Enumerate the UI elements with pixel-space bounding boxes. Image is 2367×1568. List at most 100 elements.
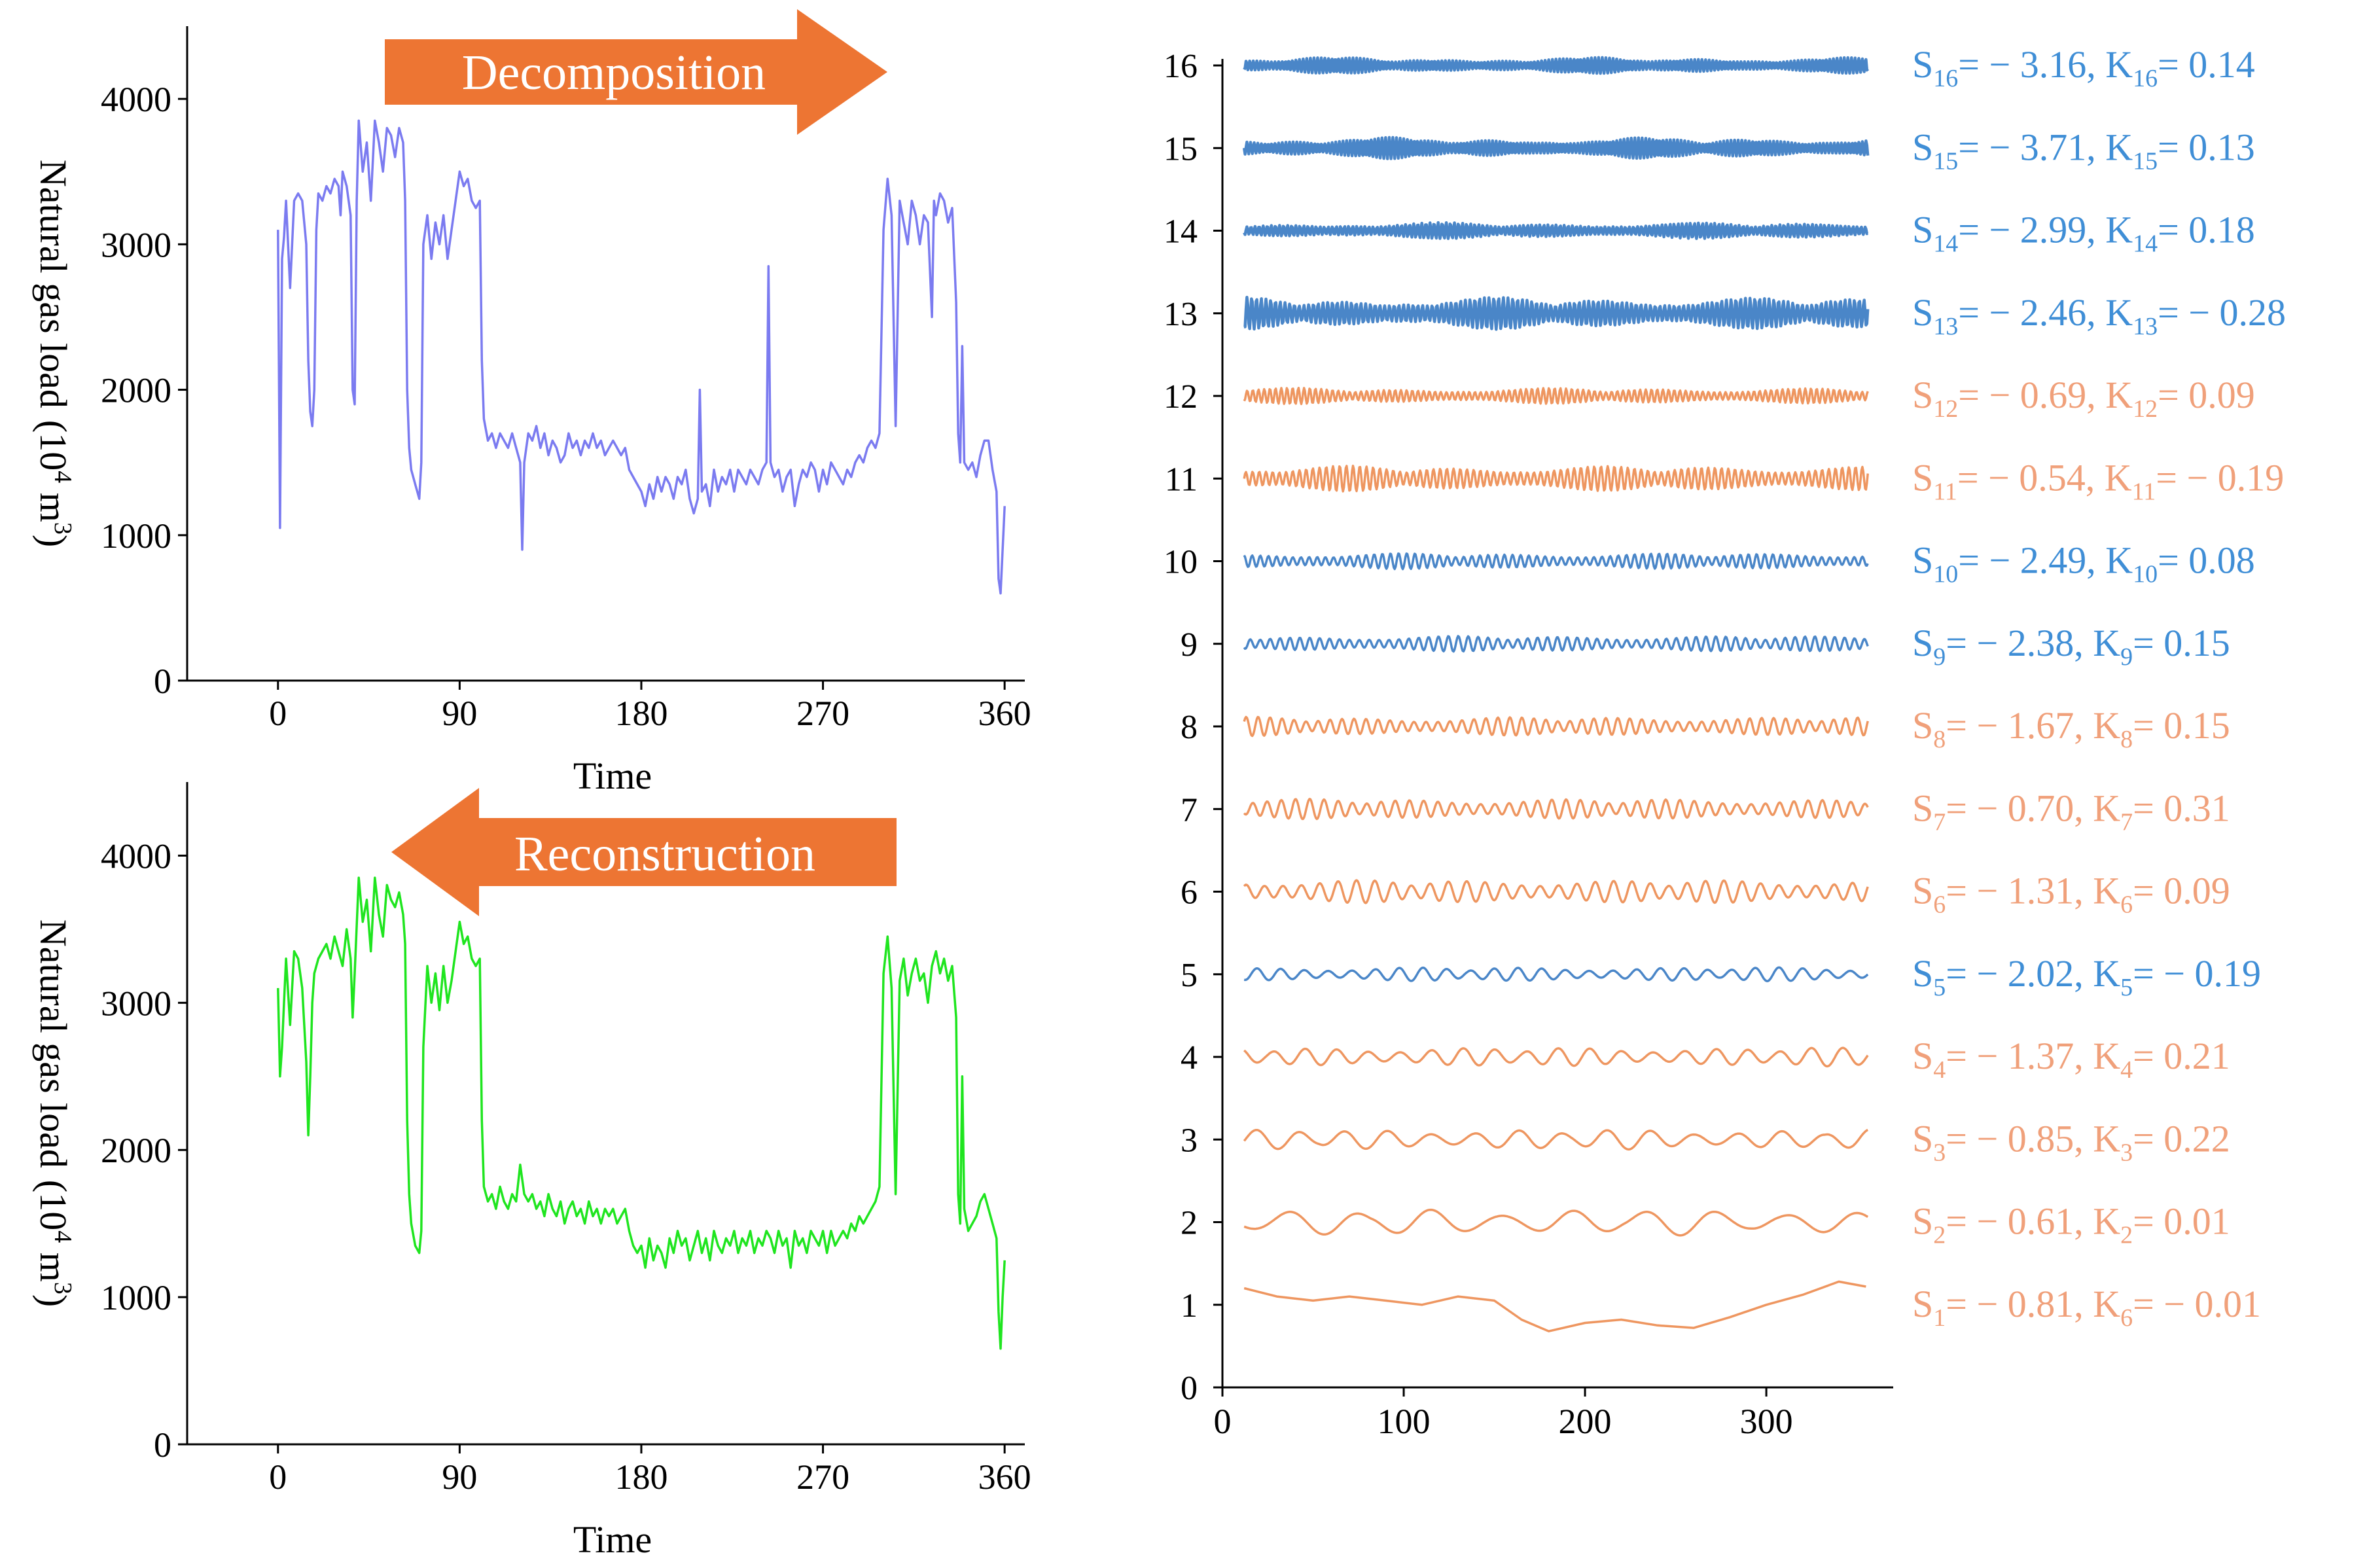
y-tick-label: 0: [154, 1425, 171, 1465]
imf-stat-part: , K: [2086, 539, 2133, 582]
imf-component-13-stats: S13= − 2.46, K13= − 0.28: [1912, 291, 2286, 340]
y-axis-label-ylabel-sup2: 3: [49, 1282, 77, 1294]
imf-stat-part: 1.67: [2008, 704, 2074, 747]
imf-stat-part: 9: [2120, 643, 2133, 671]
imf-stat-part: =: [2133, 1117, 2163, 1160]
y-tick-label: 1000: [101, 516, 171, 556]
imf-stat-part: 2.02: [2008, 952, 2074, 995]
imf-stat-part: 9: [1933, 643, 1946, 671]
imf-stat-part: = −: [1946, 704, 2007, 747]
y-tick-label: 1000: [101, 1278, 171, 1317]
x-tick-label: 360: [978, 1457, 1031, 1497]
imf-component-3-line: [1243, 1128, 1868, 1151]
imf-stat-part: =: [2158, 209, 2188, 251]
imf-stat-part: = −: [1946, 1200, 2007, 1243]
imf-stat-part: 14: [1933, 230, 1958, 258]
y-tick-label: 3000: [101, 984, 171, 1023]
imf-component-9-line: [1243, 635, 1869, 653]
imf-component-16-line: [1243, 56, 1870, 75]
imf-stat-part: 0.19: [2195, 952, 2262, 995]
imf-stat-part: = −: [2133, 1283, 2194, 1325]
reconstructed-load-chart: 0 1000 2000 3000 4000 0 90 180 270 360 Time Natural…: [32, 782, 1031, 1561]
imf-stat-part: 8: [1933, 726, 1946, 753]
imf-stat-part: S: [1912, 1200, 1933, 1243]
imf-stat-part: 0.21: [2163, 1035, 2230, 1077]
imf-x-tick-label: 0: [1214, 1402, 1232, 1441]
imf-stat-part: = −: [1946, 870, 2007, 912]
imf-stat-part: 0.18: [2188, 209, 2255, 251]
y-tick-label: 4000: [101, 80, 171, 119]
imf-stat-part: 1.31: [2008, 870, 2074, 912]
imf-stat-part: 16: [1933, 65, 1958, 92]
imf-stat-part: , K: [2086, 291, 2133, 334]
imf-stat-part: , K: [2074, 1200, 2120, 1243]
imf-stat-part: 2.49: [2020, 539, 2087, 582]
imf-stat-part: 10: [2133, 561, 2158, 588]
y-axis-label-ylabel-unit2: m: [32, 1243, 75, 1282]
imf-stat-part: 2: [2120, 1222, 2133, 1249]
decomposition-arrow-label: Decomposition: [462, 45, 766, 100]
imf-component-2-line: [1243, 1208, 1869, 1237]
x-tick-label: 90: [442, 694, 477, 733]
imf-stat-part: 4: [2120, 1056, 2133, 1084]
x-tick-label: 270: [796, 694, 849, 733]
x-tick-label: 0: [269, 694, 287, 733]
y-axis-label-ylabel-unit2: m: [32, 483, 75, 522]
y-axis-label-ylabel-unit: (10: [32, 420, 75, 471]
imf-x-tick-label: 200: [1559, 1402, 1612, 1441]
imf-stat-part: =: [2133, 622, 2163, 664]
imf-y-tick-label: 9: [1181, 626, 1198, 664]
imf-stat-part: , K: [2086, 374, 2133, 416]
imf-stat-part: S: [1912, 952, 1933, 995]
imf-stat-part: , K: [2074, 622, 2120, 664]
imf-stat-part: 0.70: [2008, 787, 2074, 829]
imf-stat-part: 0.19: [2218, 456, 2285, 499]
imf-stat-part: , K: [2086, 126, 2133, 168]
y-axis-label-ylabel-sup1: 4: [49, 1230, 77, 1243]
imf-stat-part: 7: [2120, 808, 2133, 836]
imf-y-tick-label: 6: [1181, 874, 1198, 912]
x-axis-label: Time: [573, 1518, 652, 1561]
imf-y-tick-label: 16: [1164, 48, 1198, 85]
imf-stat-part: S: [1912, 1283, 1933, 1325]
y-axis-label-ylabel-sup2: 3: [49, 522, 77, 535]
x-tick-label: 180: [614, 694, 667, 733]
imf-component-5-stats: S5= − 2.02, K5= − 0.19: [1912, 952, 2261, 1001]
imf-stat-part: S: [1912, 456, 1933, 499]
y-axis-label: Natural gas load (104 m3): [32, 160, 77, 547]
imf-stat-part: 10: [1933, 561, 1958, 588]
imf-stat-part: = −: [1957, 456, 2019, 499]
imf-y-tick-label: 7: [1181, 791, 1198, 829]
imf-y-tick-label: 8: [1181, 709, 1198, 746]
imf-stat-part: 1: [1933, 1304, 1946, 1332]
imf-stat-part: = −: [1946, 622, 2007, 664]
imf-stat-part: , K: [2074, 787, 2120, 829]
imf-stat-part: 14: [2133, 230, 2158, 258]
imf-stat-part: 12: [2133, 395, 2158, 423]
imf-component-1-line: [1243, 1280, 1866, 1332]
imf-component-2-stats: S2= − 0.61, K2= 0.01: [1912, 1200, 2230, 1249]
imf-stat-part: 3.16: [2020, 43, 2087, 86]
imf-component-6-stats: S6= − 1.31, K6= 0.09: [1912, 870, 2230, 919]
imf-component-14-line: [1243, 221, 1869, 240]
imf-stat-part: S: [1912, 1117, 1933, 1160]
imf-component-8-stats: S8= − 1.67, K8= 0.15: [1912, 704, 2230, 753]
imf-stat-part: =: [2133, 704, 2163, 747]
imf-stat-part: 3: [2120, 1139, 2133, 1166]
imf-stat-part: S: [1912, 539, 1933, 582]
imf-stat-part: 2.99: [2020, 209, 2087, 251]
imf-y-tick-label: 2: [1181, 1205, 1198, 1242]
imf-stat-part: 6: [2120, 1304, 2133, 1332]
imf-component-6-line: [1243, 879, 1869, 904]
imf-stat-part: S: [1912, 870, 1933, 912]
y-axis-label-ylabel-unit: (10: [32, 1180, 75, 1230]
imf-stat-part: 12: [1933, 395, 1958, 423]
imf-stat-part: = −: [2133, 952, 2194, 995]
imf-stat-part: =: [2133, 1035, 2163, 1077]
y-axis-label-ylabel: Natural gas load: [32, 919, 75, 1168]
imf-x-tick-label: 300: [1740, 1402, 1793, 1441]
imf-stat-part: S: [1912, 374, 1933, 416]
x-axis-label: Time: [573, 755, 652, 797]
imf-stat-part: 5: [2120, 974, 2133, 1001]
load-series-line: [277, 876, 1006, 1350]
